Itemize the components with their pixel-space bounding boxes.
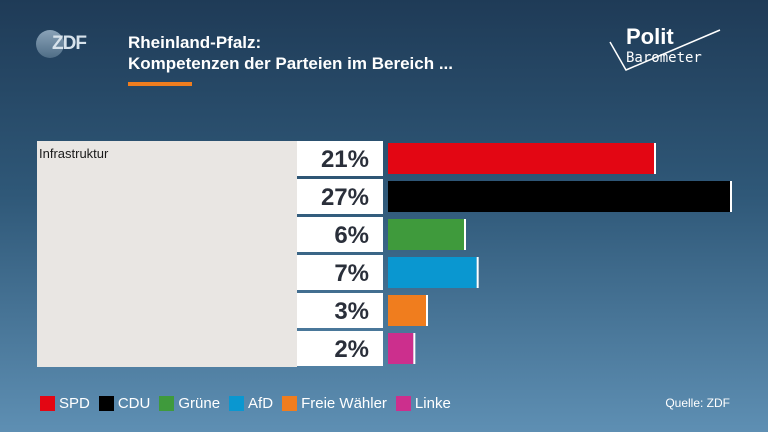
bar-freie-wähler <box>388 295 426 326</box>
legend: SPD CDU Grüne AfD Freie Wähler Linke <box>40 394 460 412</box>
legend-label: Freie Wähler <box>301 394 387 412</box>
legend-label: SPD <box>59 394 90 412</box>
value-label: 27% <box>321 184 369 211</box>
bar-end-marker <box>426 295 428 326</box>
politbarometer-logo: Polit Barometer <box>608 24 728 74</box>
page-title: Rheinland-Pfalz: Kompetenzen der Parteie… <box>128 32 453 74</box>
legend-swatch <box>98 395 114 411</box>
brand-line-2: Barometer <box>626 50 702 66</box>
legend-item: Linke <box>395 394 451 412</box>
value-label-box <box>297 331 383 366</box>
category-panel <box>37 141 297 367</box>
legend-swatch <box>40 395 55 411</box>
legend-label: Grüne <box>178 394 221 412</box>
bar-end-marker <box>730 181 732 212</box>
value-label: 21% <box>321 146 369 173</box>
legend-item: AfD <box>229 395 273 412</box>
legend-label: CDU <box>117 394 151 412</box>
zdf-logo-text: ZDF <box>52 33 87 54</box>
bar-grüne <box>388 219 464 250</box>
category-label: Infrastruktur <box>39 146 109 161</box>
bar-end-marker <box>654 143 656 174</box>
zdf-logo-disc <box>36 30 64 58</box>
legend-item: Freie Wähler <box>282 395 387 412</box>
value-label-box <box>297 217 383 252</box>
legend-swatch <box>159 395 175 411</box>
title-line-1: Rheinland-Pfalz: <box>128 33 262 52</box>
title-underline <box>128 82 192 86</box>
legend-label: Linke <box>414 394 451 412</box>
bar-end-marker <box>413 333 416 364</box>
legend-swatch <box>282 395 298 411</box>
source-note: Quelle: ZDF <box>665 396 730 410</box>
bar-afd <box>388 257 477 288</box>
legend-item: Grüne <box>159 395 220 412</box>
value-label-box <box>297 179 383 214</box>
value-label-box <box>297 141 383 176</box>
legend-item: CDU <box>98 394 151 412</box>
value-label: 3% <box>334 298 369 325</box>
value-label-box <box>297 255 383 290</box>
legend-label: AfD <box>248 394 274 412</box>
value-label: 2% <box>334 336 369 363</box>
bar-end-marker <box>464 219 466 250</box>
bar-linke <box>388 333 414 364</box>
value-label-box <box>297 293 383 328</box>
bar-spd <box>388 143 654 174</box>
bar-end-marker <box>476 257 479 288</box>
legend-swatch <box>395 395 411 411</box>
legend-item: SPD <box>40 395 90 412</box>
zdf-logo: ZDF <box>36 30 92 58</box>
title-line-2: Kompetenzen der Parteien im Bereich ... <box>128 54 453 73</box>
bar-cdu <box>388 181 730 212</box>
value-label: 7% <box>334 260 369 287</box>
legend-swatch <box>229 395 245 411</box>
value-label: 6% <box>334 222 369 249</box>
politbarometer-check-icon <box>609 29 721 71</box>
brand-line-1: Polit <box>626 24 674 49</box>
